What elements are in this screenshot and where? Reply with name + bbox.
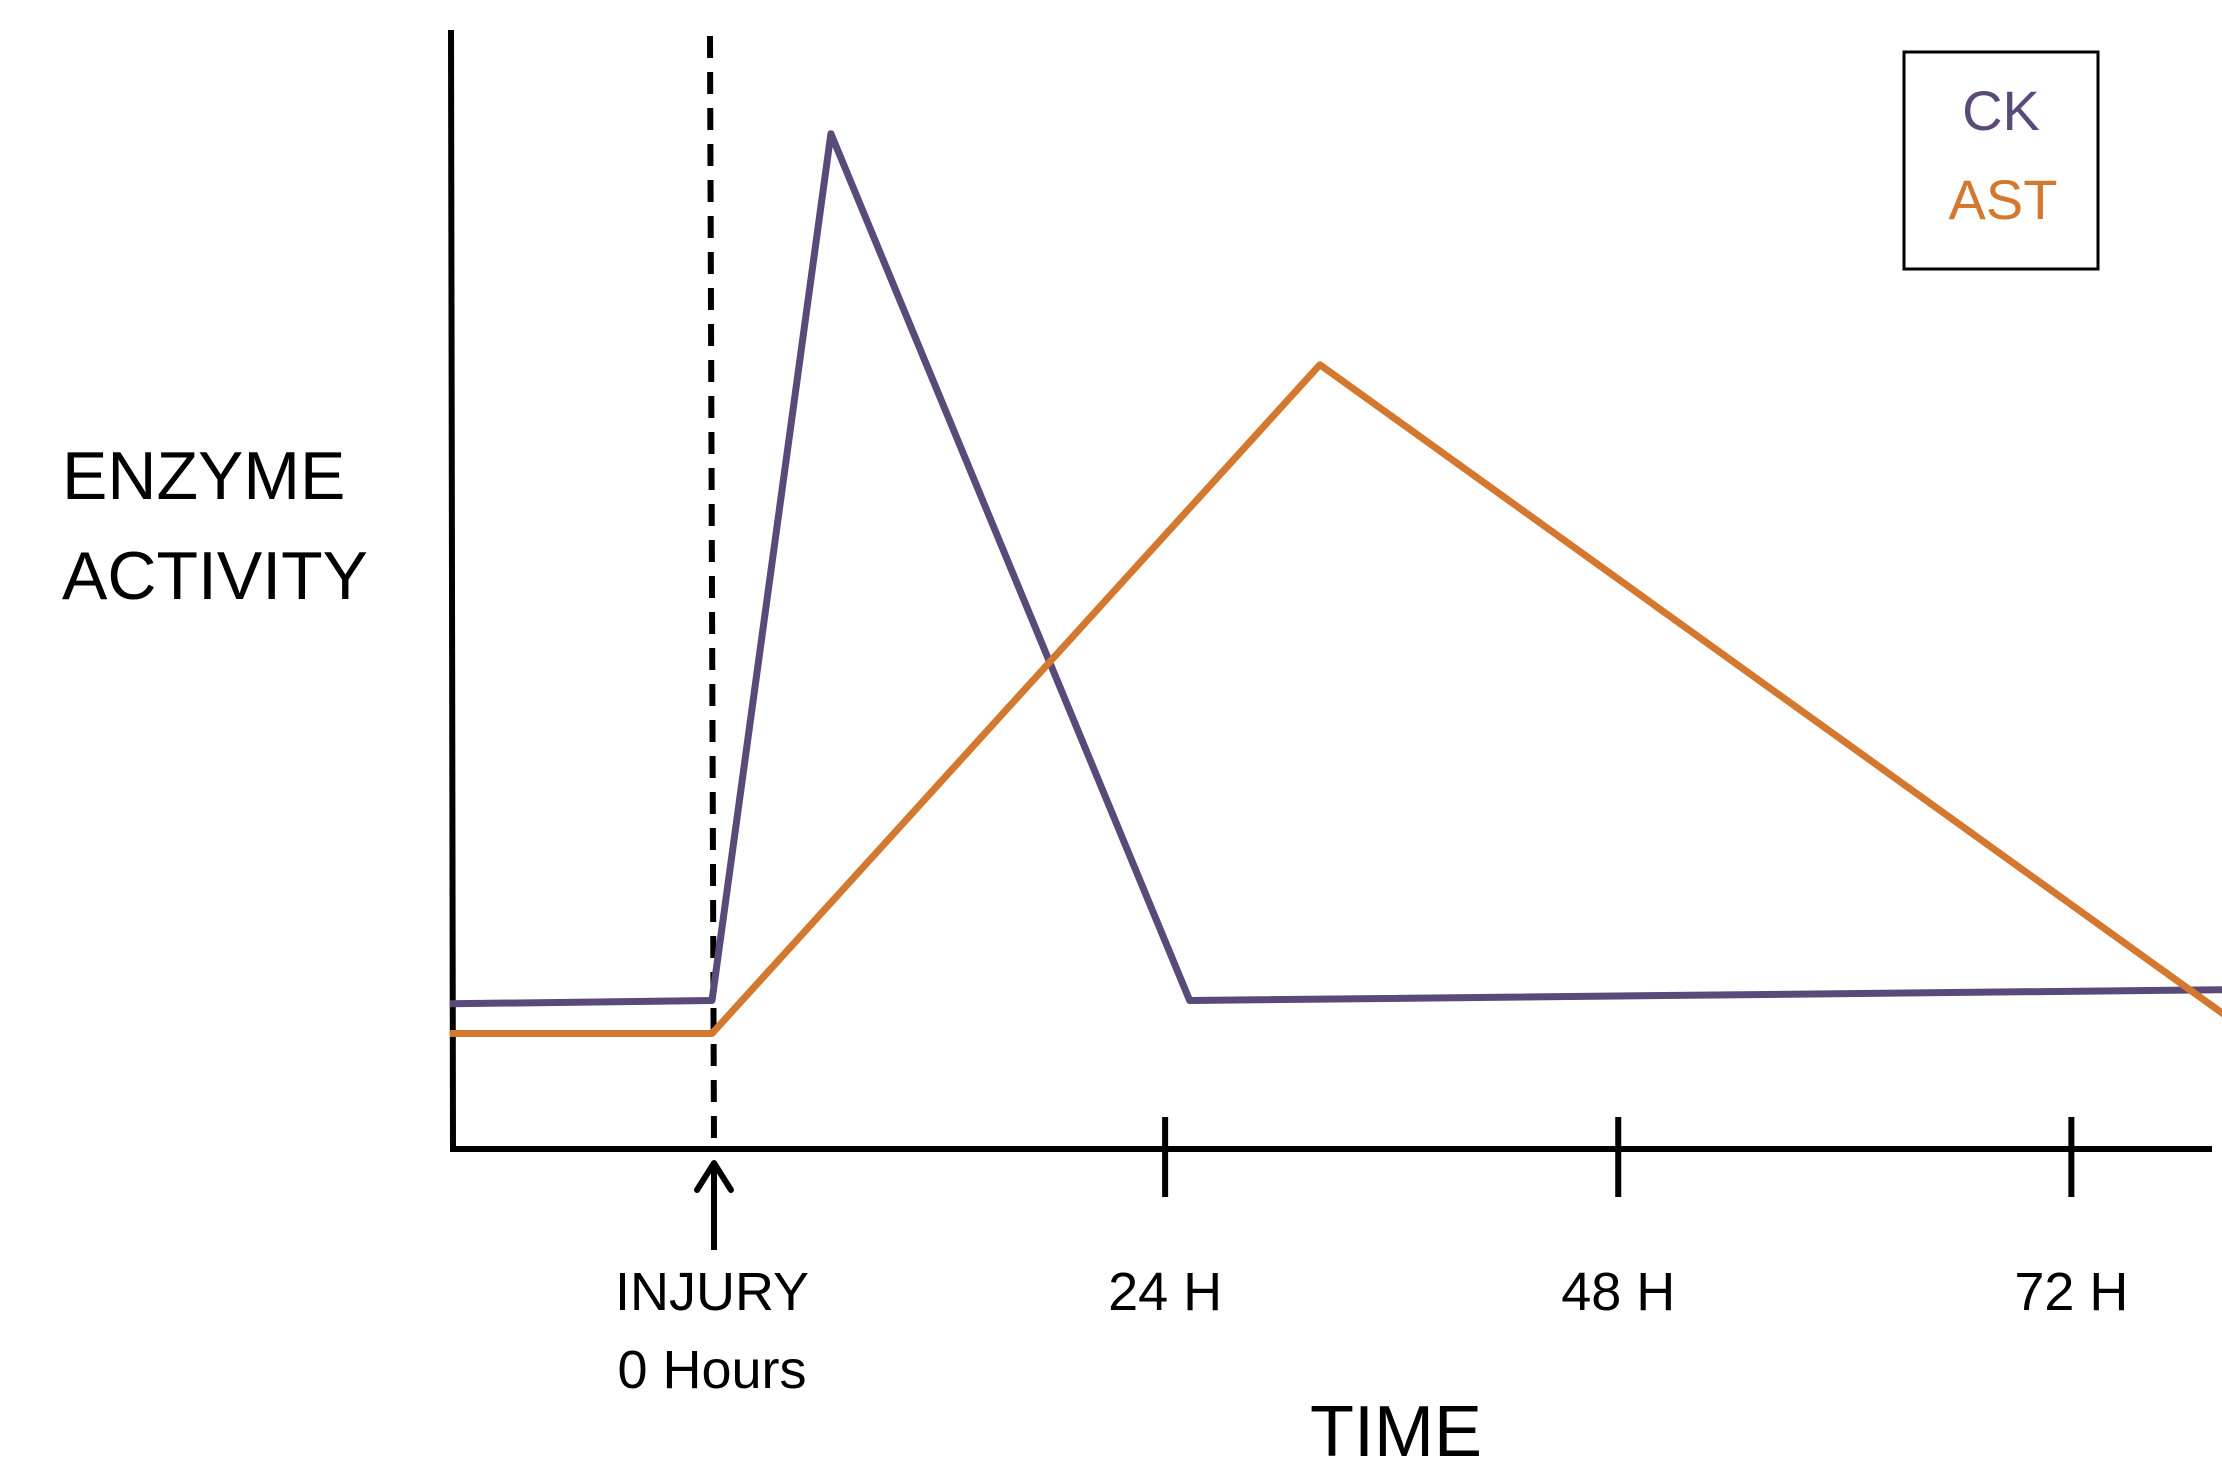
y-axis-label-line-2: ACTIVITY (62, 538, 368, 614)
series-line-ck (449, 130, 2222, 1008)
x-tick-label-48: 48 H (1561, 1262, 1675, 1322)
legend-entry-ck: CK (1962, 79, 2040, 142)
legend: CK AST (1902, 50, 2100, 271)
x-tick-marks (1162, 1117, 2075, 1197)
x-tick-label-0-line-2: 0 Hours (617, 1340, 806, 1400)
injury-arrow-icon (694, 1160, 734, 1250)
legend-box (1902, 50, 2100, 271)
x-tick-label-24: 24 H (1108, 1262, 1222, 1322)
x-tick-label-0-line-1: INJURY (615, 1262, 809, 1322)
y-axis-label-line-1: ENZYME (62, 438, 345, 514)
series-layer (449, 130, 2222, 1037)
injury-dashed-line (707, 35, 717, 1150)
x-tick-labels: INJURY 0 Hours 24 H 48 H 72 H (615, 1262, 2128, 1400)
x-tick-label-72: 72 H (2014, 1262, 2128, 1322)
series-line-ast (449, 361, 2222, 1037)
y-axis-line (448, 29, 456, 1150)
legend-entry-ast: AST (1949, 168, 2058, 231)
x-axis-label: TIME (1310, 1392, 1482, 1472)
